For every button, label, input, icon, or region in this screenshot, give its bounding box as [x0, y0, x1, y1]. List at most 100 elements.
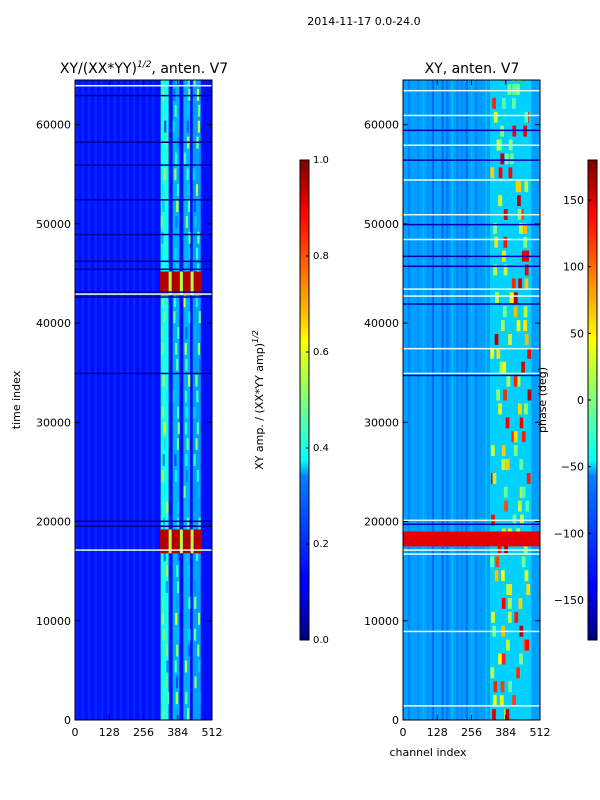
panel-b-light-row	[403, 519, 540, 522]
panel-b-blob	[513, 445, 518, 457]
panel-b-column-texture	[441, 80, 444, 720]
panel-b-blob	[494, 334, 499, 345]
panel-b-blob	[501, 445, 506, 457]
panel-a-blob	[163, 438, 167, 451]
panel-b-axes: 0 128 256 384 512 0 10000 20000 30000 40000 50000 6…	[364, 80, 551, 739]
colorbar-b-tick-label: −50	[561, 461, 584, 474]
panel-a-blob	[184, 612, 187, 625]
panel-b-blob	[523, 542, 528, 554]
panel-a-blob	[175, 708, 178, 720]
panel-a-blob	[186, 549, 189, 562]
panel-b-column-texture	[427, 80, 430, 720]
panel-a-blob	[184, 390, 188, 403]
panel-a-blob	[187, 80, 191, 85]
panel-a-blob	[174, 469, 177, 482]
panel-a-dark-row	[75, 525, 212, 528]
panel-b-blob	[521, 556, 526, 568]
panel-a-blob	[177, 501, 180, 514]
panel-a-ytick-label: 30000	[36, 416, 71, 429]
panel-a-blob	[175, 692, 178, 705]
panel-b-blob	[507, 611, 512, 623]
panel-b-blob	[521, 486, 526, 498]
panel-a-blob	[162, 454, 165, 466]
panel-b-blob	[504, 500, 508, 512]
panel-b-blob	[527, 389, 532, 401]
colorbar-a: 0.0 0.2 0.4 0.6 0.8 1.0 XY amp. / (XX*YY amp)…	[251, 155, 329, 646]
panel-b-blob	[506, 584, 510, 595]
panel-a-blob	[198, 612, 201, 625]
panel-b-blob	[509, 292, 514, 304]
colorbar-a-tick-label: 0.2	[313, 539, 329, 550]
panel-b-blob	[490, 556, 494, 568]
panel-a-blob	[185, 692, 188, 705]
panel-b-light-row	[403, 553, 540, 555]
panel-b-blob	[504, 542, 508, 554]
panel-a-title-suffix: , anten. V7	[151, 61, 228, 77]
panel-a-blob	[185, 469, 189, 482]
panel-b-blob	[512, 83, 516, 95]
panel-a-dark-row	[75, 94, 212, 97]
panel-a-blob	[195, 295, 198, 308]
panel-a-xtick-label: 512	[202, 726, 223, 739]
panel-a-blob	[188, 88, 191, 101]
panel-b-blob	[519, 222, 523, 234]
panel-a-blob	[185, 358, 188, 371]
panel-a-blob	[175, 676, 179, 689]
panel-b-dark-row	[403, 255, 540, 258]
panel-a-blob	[177, 581, 180, 593]
panel-b-blob	[508, 597, 512, 609]
panel-b-blob	[491, 611, 495, 623]
panel-a-xtick-label: 256	[133, 726, 154, 739]
panel-b-blob	[503, 389, 507, 401]
colorbar-a-tick-label: 0.0	[313, 635, 329, 646]
panel-b-blob	[524, 111, 529, 123]
panel-a-blob	[161, 612, 164, 625]
panel-a-hot-gap	[190, 529, 194, 554]
panel-a-column-texture	[113, 80, 117, 720]
panel-b-blob	[490, 667, 495, 679]
panel-a-dark-row	[75, 520, 212, 523]
panel-a-light-row	[75, 549, 212, 551]
panel-b-title: XY, anten. V7	[425, 61, 520, 77]
panel-a-axes: 0 128 256 384 512 0 10000 20000 30000 40000 50000 6…	[36, 80, 223, 739]
panel-b-blob	[505, 709, 510, 720]
panel-b-blob	[502, 97, 506, 109]
colorbar-a-ticks: 0.0 0.2 0.4 0.6 0.8 1.0	[306, 155, 329, 646]
colorbar-a-tick-label: 0.4	[313, 443, 329, 454]
panel-a-blob	[163, 422, 166, 435]
panel-a-column-texture	[75, 80, 78, 720]
panel-a-blob	[184, 501, 187, 514]
panel-a-blob	[195, 247, 199, 260]
panel-b-blob	[495, 292, 499, 304]
panel-b-blob	[524, 264, 529, 276]
panel-a-blob	[193, 454, 196, 466]
panel-b-blob	[490, 347, 495, 359]
panel-a-hot-gap	[190, 271, 194, 296]
panel-a-blob	[186, 517, 189, 530]
panel-b-light-row	[403, 238, 540, 241]
panel-a-blob	[183, 295, 186, 308]
panel-b-column-texture	[403, 80, 406, 720]
panel-b-blob	[527, 347, 532, 359]
panel-a-blob	[161, 327, 164, 339]
colorbar-a-tick-label: 0.8	[313, 251, 329, 262]
panel-b-blob	[508, 167, 513, 179]
panel-a-title: XY/(XX*YY)1/2, anten. V7	[60, 60, 228, 77]
panel-b-blob	[511, 97, 516, 109]
panel-a-blob	[175, 152, 178, 165]
panel-b-blob	[503, 236, 508, 248]
colorbar-a-tick-label: 1.0	[313, 155, 329, 166]
panel-b-blob	[493, 681, 498, 693]
panel-b-blob	[496, 347, 501, 359]
colorbar-b-tick-label: 100	[563, 261, 584, 274]
panel-b-blob	[502, 361, 507, 373]
panel-b-blob	[493, 111, 498, 123]
panel-b-blob	[516, 667, 521, 679]
panel-b-dark-row	[403, 523, 540, 526]
panel-a-blob	[166, 358, 169, 371]
panel-a-blob	[174, 231, 177, 244]
panel-a-dark-row	[75, 233, 212, 236]
panel-a-blob	[173, 88, 176, 101]
panel-b-blob	[498, 403, 502, 415]
panel-a-blob	[166, 565, 169, 578]
